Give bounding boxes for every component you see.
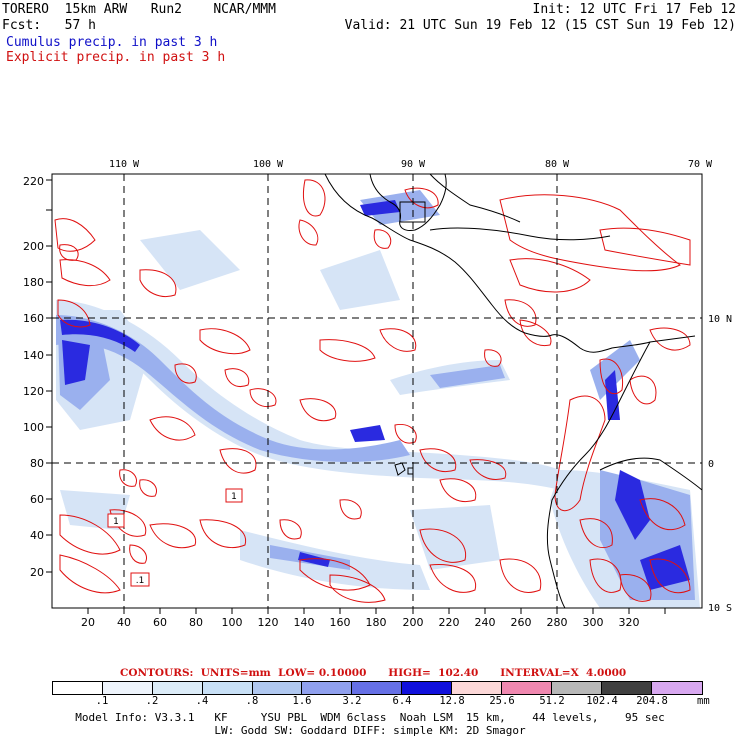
valid-time: Valid: 21 UTC Sun 19 Feb 12 (15 CST Sun … <box>344 18 736 33</box>
lat-label: 10 N <box>708 314 732 325</box>
y-tick-label: 180 <box>23 276 44 289</box>
x-tick-label: 280 <box>547 616 568 629</box>
colorbar-swatch <box>452 682 503 694</box>
colorbar-swatch <box>551 682 602 694</box>
x-tick-label: 220 <box>439 616 460 629</box>
colorbar-label: 1.6 <box>292 695 312 707</box>
x-tick-label: 320 <box>619 616 640 629</box>
colorbar <box>52 681 703 695</box>
y-tick-label: 80 <box>30 457 44 470</box>
header-title: TORERO 15km ARW Run2 NCAR/MMM <box>2 2 276 17</box>
colorbar-label: 25.6 <box>489 695 515 707</box>
colorbar-swatch <box>202 682 253 694</box>
x-tick-label: 20 <box>81 616 95 629</box>
lat-label: 0 <box>708 459 714 470</box>
y-tick-label: 140 <box>23 349 44 362</box>
contour-box-label: 1 <box>231 492 237 502</box>
x-tick-label: 40 <box>117 616 131 629</box>
colorbar-label: 12.8 <box>439 695 465 707</box>
colorbar-label: 102.4 <box>586 695 618 707</box>
contour-box-label: .1 <box>136 576 145 586</box>
y-tick-label: 100 <box>23 421 44 434</box>
colorbar-label: 51.2 <box>539 695 565 707</box>
colorbar-swatch <box>402 682 453 694</box>
x-tick-labels: 20 40 60 80 100 120 140 160 180 200 220 … <box>81 616 640 629</box>
lon-label: 90 W <box>401 159 426 170</box>
y-tick-label: 200 <box>23 240 44 253</box>
lon-label: 110 W <box>109 159 140 170</box>
precip-map: 20 40 60 80 100 120 140 160 180 200 220 … <box>23 159 732 629</box>
longitude-labels: 110 W 100 W 90 W 80 W 70 W <box>109 159 713 170</box>
model-info: Model Info: V3.3.1 KF YSU PBL WDM 6class… <box>75 711 665 724</box>
init-time: Init: 12 UTC Fri 17 Feb 12 <box>532 2 737 17</box>
x-tick-label: 80 <box>189 616 203 629</box>
colorbar-label: 6.4 <box>392 695 412 707</box>
colorbar-swatch <box>352 682 403 694</box>
x-tick-label: 200 <box>403 616 424 629</box>
x-tick-label: 160 <box>330 616 351 629</box>
colorbar-label: .8 <box>245 695 259 707</box>
colorbar-label: .4 <box>195 695 209 707</box>
colorbar-swatch <box>601 682 652 694</box>
y-tick-label: 40 <box>30 529 44 542</box>
y-tick-label: 220 <box>23 175 44 188</box>
colorbar-swatch <box>53 682 103 694</box>
x-tick-label: 120 <box>258 616 279 629</box>
colorbar-swatch <box>152 682 203 694</box>
axis-ticks <box>46 179 666 614</box>
y-tick-label: 20 <box>30 566 44 579</box>
y-tick-label: 60 <box>30 493 44 506</box>
lon-label: 100 W <box>253 159 284 170</box>
colorbar-swatch <box>302 682 353 694</box>
field-explicit-label: Explicit precip. in past 3 h <box>6 50 226 65</box>
colorbar-swatch <box>252 682 303 694</box>
contour-value-boxes: 1 1 .1 <box>107 488 243 587</box>
colorbar-units: mm <box>697 695 710 707</box>
latitude-labels: 10 N 0 10 S <box>708 314 732 614</box>
colorbar-swatch <box>502 682 552 694</box>
x-tick-label: 260 <box>511 616 532 629</box>
x-tick-label: 100 <box>222 616 243 629</box>
lon-label: 80 W <box>545 159 570 170</box>
colorbar-label: 3.2 <box>342 695 362 707</box>
cumulus-dark-areas <box>60 200 690 590</box>
contour-box-label: 1 <box>113 517 119 527</box>
x-tick-label: 60 <box>153 616 167 629</box>
x-tick-label: 140 <box>294 616 315 629</box>
x-tick-label: 300 <box>583 616 604 629</box>
latlon-grid <box>52 174 702 608</box>
colorbar-labels: .1 .2 .4 .8 1.6 3.2 6.4 12.8 25.6 51.2 1… <box>52 695 702 707</box>
colorbar-label: 204.8 <box>636 695 668 707</box>
contours-note: CONTOURS: UNITS=mm LOW= 0.10000 HIGH= 10… <box>120 667 627 679</box>
forecast-hour: Fcst: 57 h <box>2 18 96 33</box>
x-tick-label: 180 <box>366 616 387 629</box>
y-tick-labels: 20 40 60 80 100 120 140 160 180 200 220 <box>23 175 44 579</box>
colorbar-label: .1 <box>95 695 109 707</box>
field-cumulus-label: Cumulus precip. in past 3 h <box>6 35 218 50</box>
colorbar-label: .2 <box>145 695 159 707</box>
coastlines <box>324 174 702 608</box>
y-tick-label: 160 <box>23 312 44 325</box>
colorbar-swatch <box>102 682 153 694</box>
precip-layers <box>54 174 702 608</box>
y-tick-label: 120 <box>23 385 44 398</box>
lon-label: 70 W <box>688 159 713 170</box>
x-tick-label: 240 <box>475 616 496 629</box>
lat-label: 10 S <box>708 603 732 614</box>
physics-info: LW: Godd SW: Goddard DIFF: simple KM: 2D… <box>214 724 526 737</box>
colorbar-swatch <box>651 682 702 694</box>
explicit-contours <box>54 179 691 603</box>
